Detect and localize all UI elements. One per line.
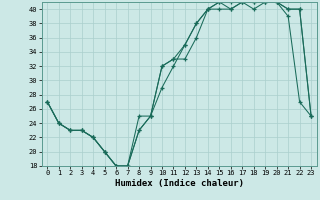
X-axis label: Humidex (Indice chaleur): Humidex (Indice chaleur) — [115, 179, 244, 188]
